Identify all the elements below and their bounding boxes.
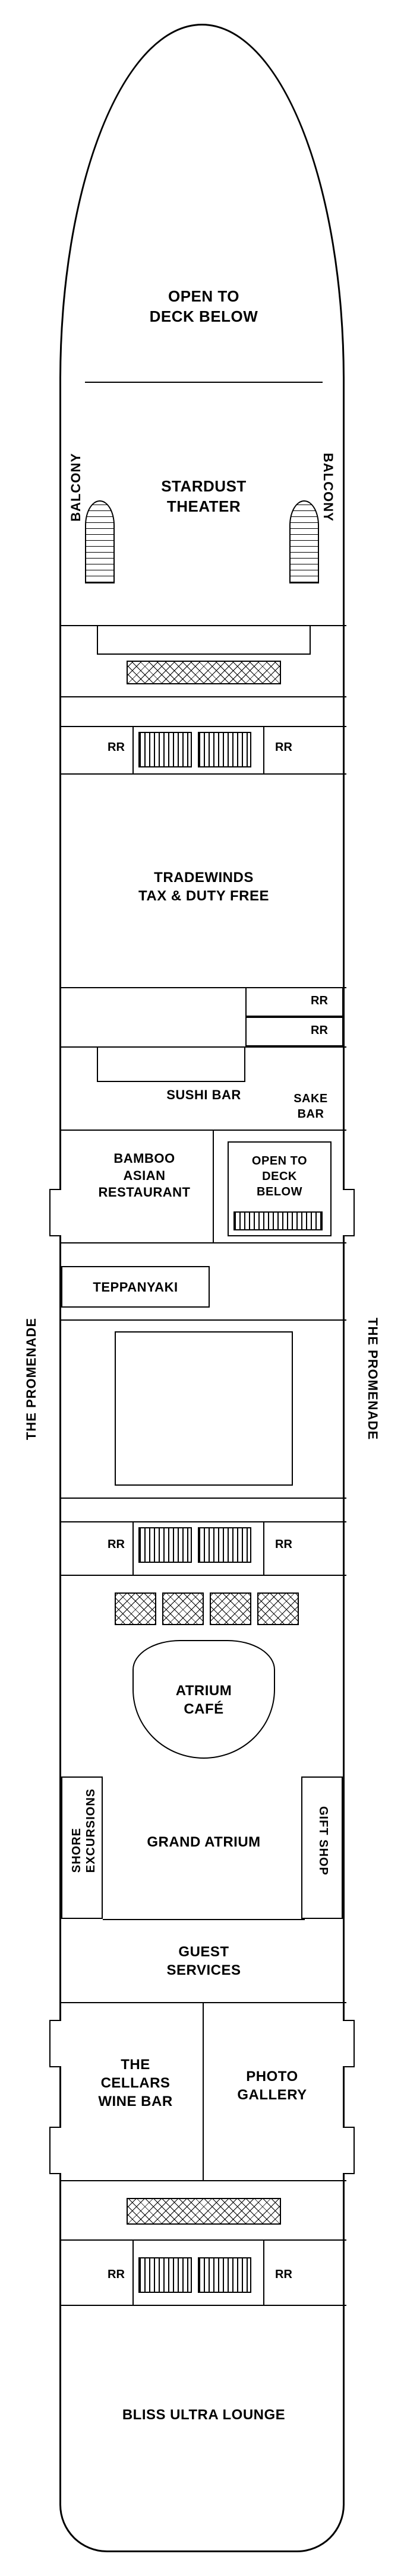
tradewinds-label: TRADEWINDS TAX & DUTY FREE [61, 868, 346, 905]
divider [61, 1319, 346, 1321]
hatch [115, 1592, 156, 1625]
hatch [162, 1592, 204, 1625]
grand-atrium-label: GRAND ATRIUM [61, 1833, 346, 1851]
bamboo-label: BAMBOO ASIAN RESTAURANT [79, 1150, 210, 1201]
stairs [233, 1211, 323, 1230]
hatch-area [127, 661, 281, 684]
divider [61, 1242, 346, 1243]
bliss-lounge-label: BLISS ULTRA LOUNGE [61, 2406, 346, 2424]
atrium-cafe-label: ATRIUM CAFÉ [61, 1682, 346, 1718]
divider [61, 2002, 346, 2003]
promenade-left-label: THE PROMENADE [24, 1318, 39, 1440]
divider [203, 2002, 204, 2180]
hull-notch [343, 2020, 355, 2067]
rr-label: RR [275, 1538, 292, 1552]
open-block [115, 1331, 293, 1486]
hatch [210, 1592, 251, 1625]
rr-room [245, 987, 343, 1017]
hatch [127, 2198, 281, 2225]
divider [263, 2239, 264, 2305]
divider [103, 1919, 305, 1920]
cellars-label: THE CELLARS WINE BAR [79, 2055, 192, 2111]
divider [61, 726, 346, 727]
open-deck-below-label: OPEN TO DECK BELOW [61, 287, 346, 327]
rr-label: RR [311, 1024, 328, 1038]
divider [61, 1575, 346, 1576]
balcony-right-label: BALCONY [320, 453, 336, 522]
divider [61, 773, 346, 775]
hull-notch [49, 1189, 61, 1236]
divider [263, 1521, 264, 1575]
rr-label: RR [108, 741, 125, 754]
open-below-2-label: OPEN TO DECK BELOW [233, 1153, 326, 1200]
sushi-bar-label: SUSHI BAR [132, 1087, 275, 1104]
sushi-bar-room [97, 1046, 245, 1082]
rr-label: RR [275, 2268, 292, 2282]
deck-outline: OPEN TO DECK BELOW STARDUST THEATER BALC… [59, 24, 345, 2552]
divider [85, 382, 323, 383]
teppanyaki-label: TEPPANYAKI [73, 1279, 198, 1296]
stairs [198, 732, 251, 767]
divider [132, 1521, 134, 1575]
rr-label: RR [311, 994, 328, 1008]
guest-services-label: GUEST SERVICES [61, 1943, 346, 1979]
stairs [138, 2257, 192, 2293]
hull-notch [49, 2020, 61, 2067]
shore-excursions-label: SHORE EXCURSIONS [70, 1788, 98, 1873]
divider [61, 1498, 346, 1499]
stairs [198, 2257, 251, 2293]
stairs [138, 732, 192, 767]
divider [263, 726, 264, 773]
rr-label: RR [275, 741, 292, 754]
divider [61, 696, 346, 697]
rr-label: RR [108, 2268, 125, 2282]
rr-room [245, 1017, 343, 1046]
divider [213, 1130, 214, 1242]
divider [61, 2180, 346, 2181]
balcony-left-label: BALCONY [68, 453, 84, 522]
hatch [257, 1592, 299, 1625]
hull-notch [343, 1189, 355, 1236]
divider [132, 726, 134, 773]
sake-bar-label: SAKE BAR [281, 1091, 340, 1122]
promenade-right-label: THE PROMENADE [365, 1318, 380, 1440]
divider [61, 1521, 346, 1522]
hull-notch [49, 2127, 61, 2174]
balcony-stairs-left [85, 500, 115, 583]
balcony-stairs-right [289, 500, 319, 583]
divider [61, 1130, 346, 1131]
divider [61, 2239, 346, 2241]
stairs [138, 1527, 192, 1563]
photo-gallery-label: PHOTO GALLERY [216, 2067, 329, 2104]
divider [132, 2239, 134, 2305]
hull-notch [343, 2127, 355, 2174]
divider [61, 2305, 346, 2306]
stairs [198, 1527, 251, 1563]
rr-label: RR [108, 1538, 125, 1552]
theater-back-room [97, 625, 311, 655]
